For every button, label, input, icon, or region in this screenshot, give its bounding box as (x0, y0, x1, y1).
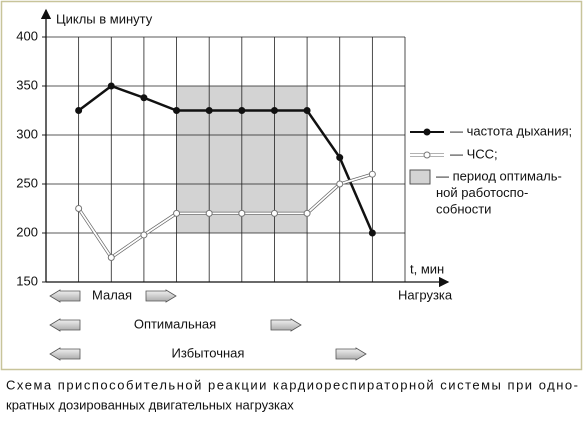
legend-marker (423, 151, 431, 159)
caption: кратных дозированных двигательных нагруз… (6, 397, 294, 412)
legend-swatch (409, 169, 431, 185)
load-level: Оптимальная (134, 316, 216, 331)
y-tick-label: 400 (16, 28, 38, 43)
point (238, 107, 246, 114)
point (107, 82, 115, 90)
load-arrow (49, 347, 81, 361)
load-arrow (335, 347, 367, 361)
load-level: Избыточная (172, 345, 245, 360)
legend-label: — период оптималь- (436, 168, 562, 183)
legend-marker (423, 128, 431, 136)
legend-label: собности (436, 201, 491, 216)
point (270, 107, 278, 114)
legend-label: — частота дыхания; (450, 123, 572, 138)
caption: Схема приспособительной реакции кардиоре… (6, 377, 578, 392)
point (107, 254, 115, 261)
load-arrow (145, 289, 177, 303)
y-tick-label: 300 (16, 126, 38, 141)
legend-label: ной работоспо- (436, 185, 528, 200)
point (336, 180, 344, 188)
load-arrow (270, 318, 302, 332)
point (173, 209, 181, 217)
y-tick-label: 250 (16, 175, 38, 190)
series-line (77, 173, 373, 259)
series-line (77, 84, 374, 234)
point (205, 107, 213, 114)
point (303, 209, 311, 217)
x-axis-label: t, мин (410, 261, 444, 276)
point (75, 205, 83, 212)
legend-label: — ЧСС; (450, 146, 498, 161)
load-arrow (49, 318, 81, 332)
point (238, 209, 246, 217)
arrows (49, 289, 367, 361)
point (270, 209, 278, 217)
point (75, 107, 83, 114)
load-arrow (49, 289, 81, 303)
point (336, 154, 344, 162)
load-level: Малая (92, 287, 132, 302)
point (303, 107, 311, 114)
point (140, 231, 148, 239)
frame (0, 0, 583, 371)
y-tick-label: 150 (16, 273, 38, 288)
point (368, 229, 376, 237)
point (205, 209, 213, 217)
y-tick-label: 200 (16, 224, 38, 239)
y-tick-label: 350 (16, 77, 38, 92)
point (173, 107, 181, 114)
point (368, 170, 376, 178)
point (140, 94, 148, 102)
load-label: Нагрузка (398, 287, 453, 302)
y-axis-label: Циклы в минуту (56, 11, 153, 26)
